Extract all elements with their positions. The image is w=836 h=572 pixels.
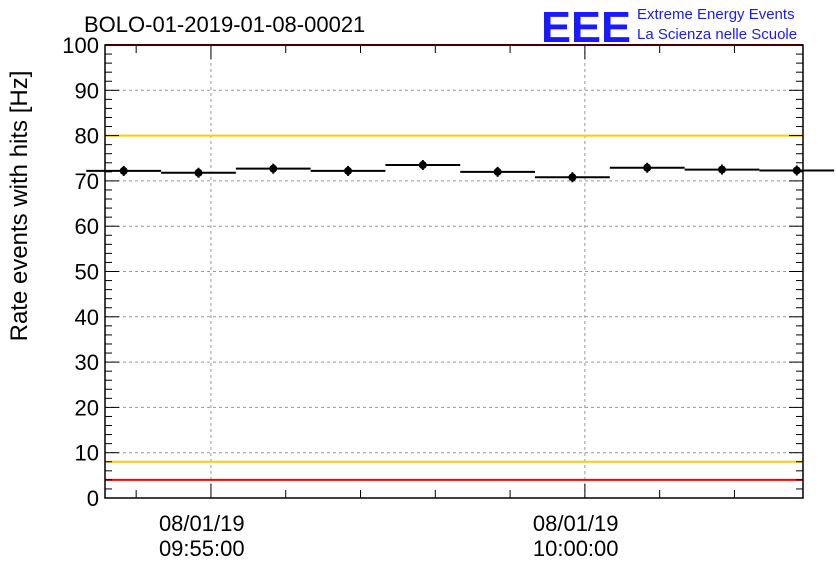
y-tick-label: 100 (62, 33, 99, 58)
x-tick-label-time: 09:55:00 (159, 536, 245, 561)
data-point (418, 161, 427, 170)
y-tick-label: 80 (75, 124, 99, 149)
data-series (86, 160, 835, 183)
y-tick-label: 20 (75, 395, 99, 420)
x-tick-label-date: 08/01/19 (159, 511, 245, 536)
reference-lines (105, 44, 803, 481)
data-point (493, 167, 502, 176)
data-point (119, 166, 128, 175)
y-tick-label: 90 (75, 78, 99, 103)
data-point (269, 164, 278, 173)
y-axis-label: Rate events with hits [Hz] (6, 71, 33, 342)
data-point (717, 165, 726, 174)
y-tick-label: 60 (75, 214, 99, 239)
data-point (194, 168, 203, 177)
grid (105, 45, 803, 498)
y-tick-label: 70 (75, 169, 99, 194)
data-point (568, 173, 577, 182)
y-tick-label: 30 (75, 350, 99, 375)
logo-text: EEE (541, 3, 631, 52)
logo-line2: La Scienza nelle Scuole (637, 26, 797, 43)
x-tick-label-time: 10:00:00 (533, 536, 619, 561)
y-tick-label: 50 (75, 260, 99, 285)
axes: 010203040506070809010008/01/1909:55:0008… (62, 33, 804, 561)
y-tick-label: 10 (75, 441, 99, 466)
data-point (643, 163, 652, 172)
data-point (792, 166, 801, 175)
data-point (344, 166, 353, 175)
x-tick-label-date: 08/01/19 (533, 511, 619, 536)
eee-logo: EEE Extreme Energy Events La Scienza nel… (541, 3, 797, 52)
logo-line1: Extreme Energy Events (637, 6, 795, 23)
y-tick-label: 40 (75, 305, 99, 330)
y-tick-label: 0 (87, 486, 99, 511)
chart-title: BOLO-01-2019-01-08-00021 (84, 12, 365, 37)
